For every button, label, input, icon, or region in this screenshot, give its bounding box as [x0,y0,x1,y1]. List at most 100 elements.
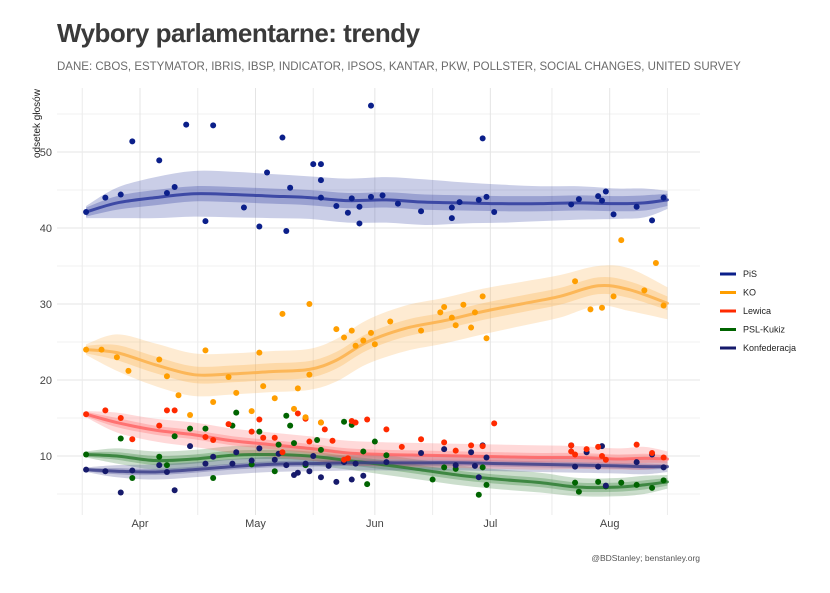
data-point-lewica [491,420,498,427]
data-point-konfederacja [418,449,425,456]
data-point-ko [418,327,425,334]
data-point-konfederacja [256,445,263,452]
data-point-psl-kukiz [475,491,482,498]
legend-label-konfederacja: Konfederacja [743,343,796,353]
data-point-lewica [383,426,390,433]
data-point-pis [633,203,640,210]
data-point-psl-kukiz [371,438,378,445]
data-point-lewica [468,442,475,449]
data-point-konfederacja [441,446,448,453]
data-point-lewica [210,437,217,444]
data-point-pis [117,191,124,198]
data-point-ko [306,371,313,378]
data-point-ko [291,405,297,412]
data-point-ko [641,287,648,294]
data-point-lewica [129,436,136,443]
data-point-psl-kukiz [163,462,170,469]
data-point-lewica [294,410,301,417]
data-point-pis [102,194,109,201]
data-point-pis [660,194,667,201]
data-point-ko [352,342,359,349]
data-point-pis [602,188,609,195]
data-point-konfederacja [595,463,602,470]
data-point-pis [256,223,263,230]
data-point-pis [483,193,490,200]
band-outer-psl-kukiz [86,445,668,497]
data-point-psl-kukiz [575,488,582,495]
data-point-lewica [344,455,351,462]
data-point-lewica [202,434,209,440]
legend-label-lewica: Lewica [743,306,771,316]
data-point-lewica [479,443,486,450]
y-tick-label: 20 [40,375,52,387]
data-point-pis [348,195,355,202]
data-point-lewica [163,407,170,414]
data-point-ko [471,309,478,316]
data-point-ko [599,304,605,311]
data-point-lewica [171,407,178,414]
data-point-psl-kukiz [202,425,209,432]
data-point-pis [568,201,575,208]
data-point-lewica [660,454,667,461]
data-point-ko [618,237,625,244]
data-point-psl-kukiz [233,409,240,416]
data-point-psl-kukiz [291,440,297,447]
data-point-ko [360,337,367,344]
data-point-konfederacja [83,466,90,473]
data-point-pis [210,122,217,129]
trend-line-pis [84,192,669,214]
data-point-pis [491,209,498,216]
data-point-ko [572,278,579,285]
data-point-pis [649,217,656,224]
data-point-ko [460,301,467,308]
data-point-psl-kukiz [483,481,490,488]
data-point-ko [441,304,448,311]
data-point-ko [187,411,194,418]
data-point-lewica [279,449,286,456]
data-point-psl-kukiz [210,475,217,482]
data-point-ko [233,389,240,396]
data-point-ko [452,322,459,329]
data-point-ko [387,318,394,325]
data-point-konfederacja [572,463,579,470]
data-point-pis [456,199,463,206]
data-point-konfederacja [129,467,136,474]
data-point-lewica [398,443,405,450]
data-point-lewica [329,437,336,444]
data-point-ko [306,301,313,307]
data-point-pis [575,196,582,203]
band-outer-lewica [86,411,668,470]
confidence-bands [86,170,668,497]
data-point-ko [210,399,217,406]
data-point-lewica [321,426,328,433]
data-point-ko [279,310,286,317]
data-point-konfederacja [229,460,236,467]
data-point-lewica [225,421,232,428]
data-point-lewica [568,442,575,449]
data-point-konfederacja [452,462,459,469]
data-point-lewica [248,428,255,435]
data-point-lewica [156,422,163,429]
data-point-lewica [452,447,459,454]
data-point-lewica [306,438,313,445]
data-point-ko [368,329,374,336]
data-point-lewica [633,441,640,448]
data-point-konfederacja [294,469,301,476]
data-point-ko [98,346,105,353]
data-point-psl-kukiz [271,468,278,475]
data-point-konfederacja [468,449,475,456]
data-point-konfederacja [660,464,667,471]
x-tick-label: Jul [483,518,497,530]
data-point-lewica [441,439,448,446]
chart-caption: @BDStanley; benstanley.org [591,553,700,563]
data-point-konfederacja [348,476,355,483]
data-point-ko [248,408,255,415]
data-point-ko [483,335,490,342]
data-point-psl-kukiz [360,448,367,455]
data-point-ko [163,373,170,380]
data-point-pis [156,157,163,164]
axes: 10 20 30 40 50 Apr May Jun Jul Aug [40,147,620,530]
data-point-ko [341,334,348,341]
data-point-psl-kukiz [187,425,194,432]
data-point-pis [240,204,247,211]
